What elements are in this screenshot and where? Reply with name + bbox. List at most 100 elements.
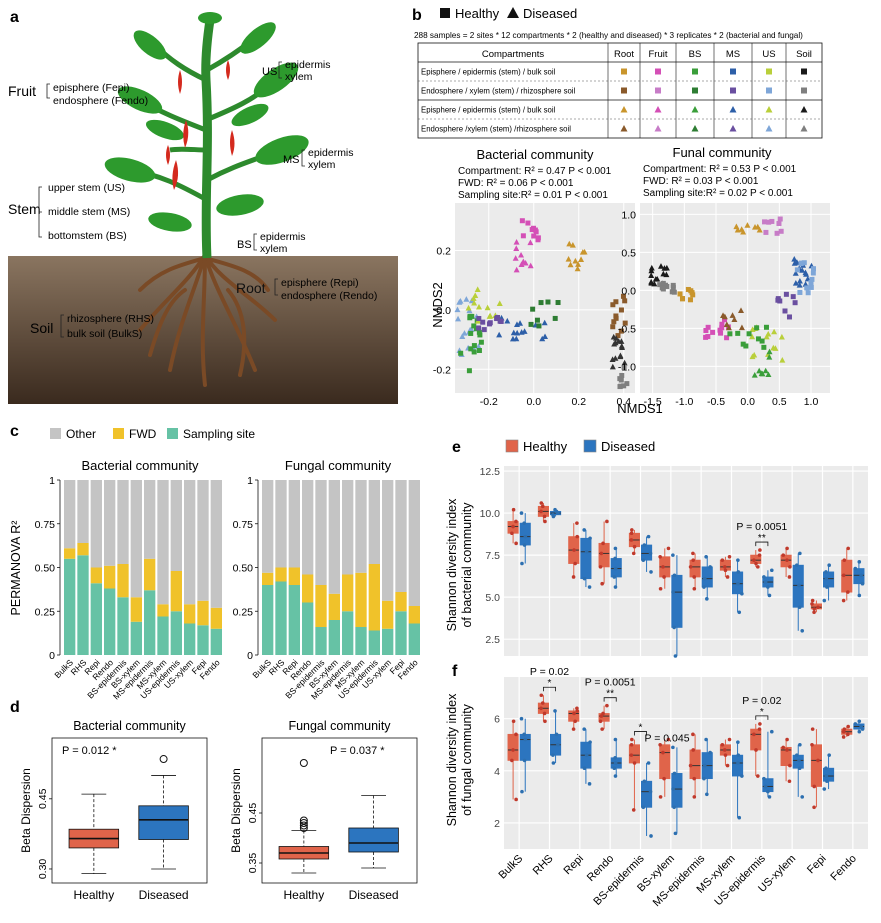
nmds-point	[804, 285, 810, 291]
nmds-point	[477, 332, 483, 338]
nmds-point	[534, 317, 540, 323]
label-fruit: Fruit	[8, 83, 36, 99]
shannon-point	[575, 706, 579, 711]
nmds-point	[810, 270, 816, 276]
sig-stars: **	[606, 689, 614, 700]
nmds-point	[454, 306, 461, 313]
permanova-bar-segment	[197, 480, 209, 601]
shannon-ytick: 2.5	[485, 634, 500, 646]
shannon-point	[575, 534, 580, 539]
nmds-point	[771, 328, 778, 335]
nmds-point	[610, 333, 617, 340]
nmds-point	[648, 267, 655, 274]
legend-e-healthy-label: Healthy	[523, 439, 568, 454]
fung-stat-2: FWD: R² = 0.03 P < 0.001	[643, 176, 759, 187]
permanova-ytick: 0.25	[233, 606, 254, 618]
permanova-bar-segment	[355, 480, 367, 573]
shannon-panel-bg	[504, 466, 868, 656]
nmds-point	[569, 242, 576, 248]
shannon-point	[587, 585, 592, 589]
legend-e-diseased-label: Diseased	[601, 439, 655, 454]
permanova-bar-segment	[157, 604, 169, 617]
compartment-table: Compartments Root Fruit BS MS US Soil Episphere…	[417, 42, 823, 139]
bracket-root	[274, 278, 278, 296]
shannon-point	[758, 548, 762, 552]
shannon-point	[810, 598, 815, 603]
sig-bracket	[755, 541, 769, 547]
permanova-bar-segment	[302, 602, 314, 655]
shannon-point	[824, 774, 829, 778]
nmds-point	[657, 263, 664, 269]
shannon-point	[613, 755, 617, 760]
shannon-point	[666, 737, 671, 742]
nmds-point	[759, 370, 766, 377]
shannon-point	[795, 753, 799, 757]
nmds-point	[612, 339, 619, 346]
root-system	[138, 253, 277, 387]
shannon-point	[522, 521, 526, 525]
sig-bracket	[543, 686, 556, 692]
permanova-bar-segment	[328, 480, 340, 594]
nmds-xlabel: NMDS1	[617, 401, 663, 416]
nmds-point	[792, 280, 799, 286]
dispersion-outlier	[299, 819, 308, 827]
shannon-point	[757, 727, 762, 731]
shannon-point	[720, 558, 725, 562]
shannon-point	[511, 719, 516, 724]
shannon-box	[853, 568, 865, 585]
permanova-bar-segment	[130, 621, 142, 655]
table-marker-square	[692, 87, 698, 94]
shannon-point	[727, 737, 732, 742]
shannon-point	[631, 551, 636, 556]
permanova-bar-segment	[117, 480, 129, 564]
nmds-point	[776, 221, 782, 227]
nmds-xtick: 0.2	[571, 396, 586, 408]
nmds-point	[677, 291, 683, 297]
nmds-point	[472, 292, 479, 298]
table-marker-square	[766, 68, 772, 75]
panel-e-letter: e	[452, 439, 461, 456]
nmds-point	[751, 351, 758, 358]
shannon-point	[762, 776, 766, 781]
shannon-point	[587, 782, 592, 786]
shannon-point	[598, 565, 603, 569]
shannon-point	[543, 719, 547, 724]
nmds-point	[541, 319, 548, 326]
shannon-point	[758, 722, 762, 726]
bracket-fruit	[46, 83, 50, 99]
shannon-point	[810, 602, 814, 606]
shannon-point	[642, 779, 647, 784]
shannon-point	[613, 585, 618, 589]
shannon-point	[571, 727, 576, 731]
shannon-box	[810, 744, 822, 787]
fung-stat-3: Sampling site:R² = 0.02 P < 0.001	[643, 188, 793, 199]
nmds-xtick: 0.5	[772, 396, 787, 408]
permanova-bar-segment	[170, 571, 182, 612]
shannon-point	[673, 831, 678, 836]
nmds-xtick: -0.2	[480, 396, 498, 408]
shannon-point	[853, 566, 858, 571]
permanova-bar-segment	[210, 628, 222, 655]
table-header-cell: BS	[689, 49, 702, 60]
nmds-point	[793, 259, 800, 265]
shannon-point	[822, 787, 827, 791]
nmds-point	[610, 324, 616, 330]
permanova-bar-segment	[288, 480, 300, 568]
permanova-bar-segment	[184, 604, 196, 624]
nmds-point	[786, 314, 792, 320]
nmds-point	[513, 335, 520, 342]
shannon-box	[598, 542, 610, 568]
shannon-point	[572, 548, 576, 552]
nmds-point	[476, 348, 482, 354]
shannon-point	[767, 593, 772, 598]
nmds-point	[663, 271, 670, 278]
dispersion-ytick: 0.35	[247, 853, 259, 874]
shannon-point	[605, 519, 609, 524]
nmds-point	[763, 333, 770, 340]
permanova-bar-segment	[262, 585, 274, 655]
nmds-point	[518, 261, 525, 267]
nmds-point	[519, 218, 525, 224]
table-marker-triangle	[800, 125, 808, 132]
table-marker-square	[655, 87, 661, 94]
nmds-point	[504, 317, 511, 324]
